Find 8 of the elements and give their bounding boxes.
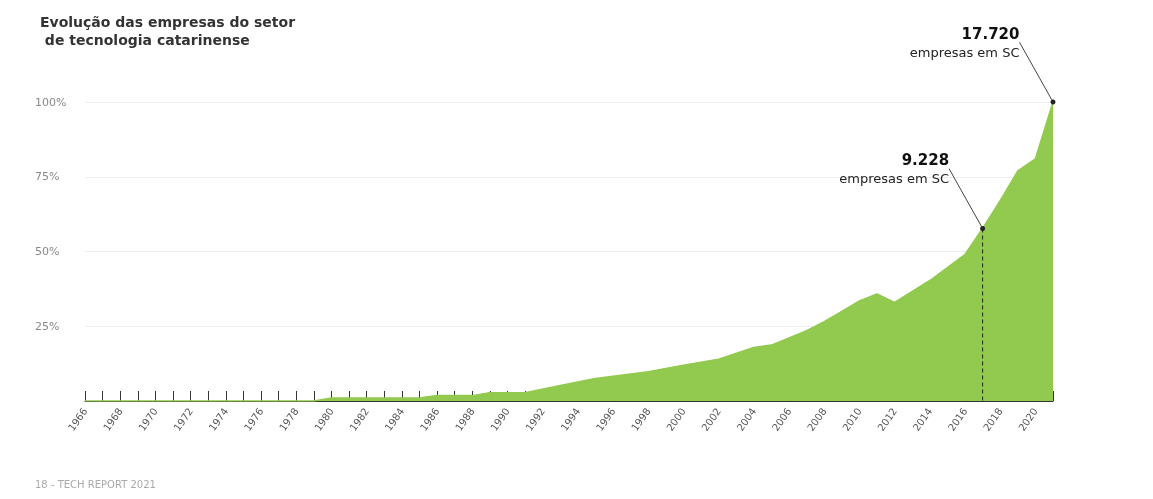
annotation: 9.228 empresas em SC — [839, 150, 950, 186]
text: 18 - TECH REPORT 2021 — [35, 478, 156, 490]
y-tick-label: 75% — [35, 170, 60, 184]
annotation: 17.720 empresas em SC — [909, 24, 1020, 60]
y-tick-label: 50% — [35, 245, 60, 258]
y-tick-label: 100% — [35, 95, 67, 109]
y-tick-label: 25% — [35, 319, 60, 333]
chart-title: Evolução das empresas do setor de tecnologia catarinense — [40, 14, 296, 48]
